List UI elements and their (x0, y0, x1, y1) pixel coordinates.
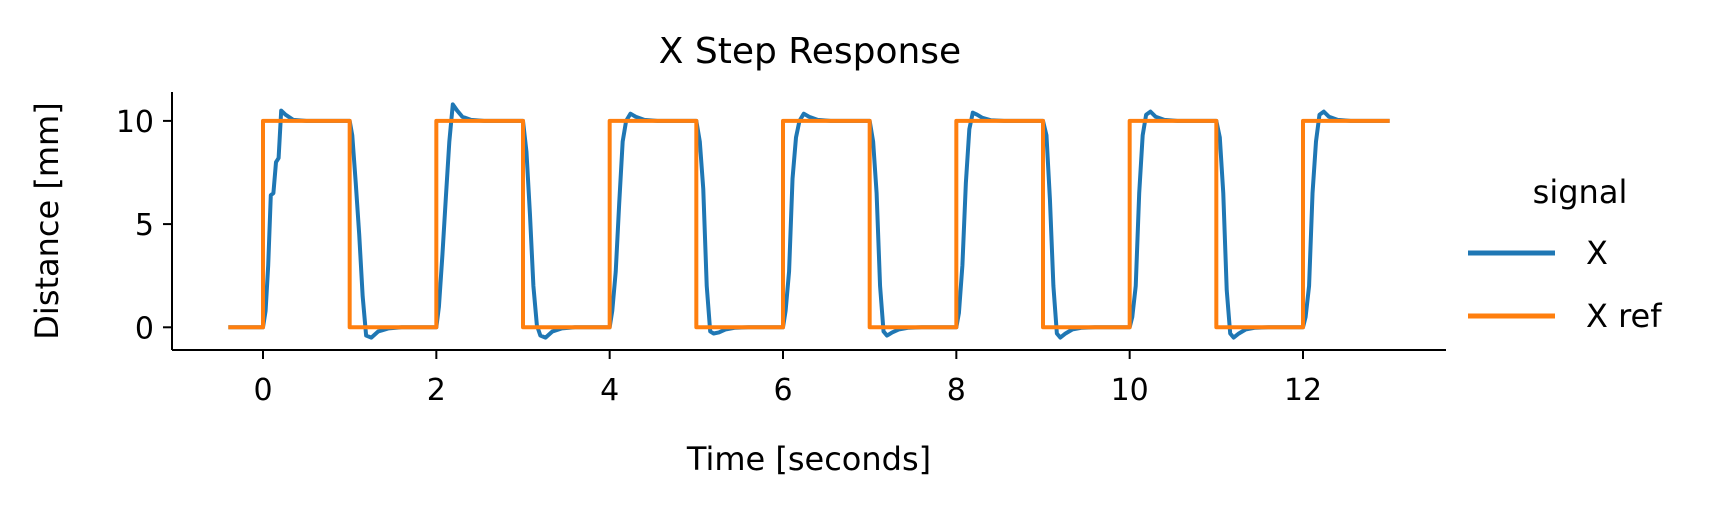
legend-label-x: X (1586, 234, 1608, 272)
x-tick-label: 0 (253, 373, 272, 408)
x-tick-label: 8 (947, 373, 966, 408)
x-axis-label: Time [seconds] (686, 440, 931, 478)
x-ticks: 0 2 4 6 8 10 12 (253, 350, 1322, 408)
x-tick-label: 10 (1111, 373, 1149, 408)
x-tick-label: 6 (773, 373, 792, 408)
legend: signal X X ref (1468, 173, 1662, 335)
y-tick-label: 0 (135, 311, 154, 346)
series-line-x-ref (228, 118, 1390, 330)
plot-area (228, 102, 1390, 340)
x-tick-label: 12 (1284, 373, 1322, 408)
y-axis-label: Distance [mm] (28, 102, 66, 339)
y-ticks: 0 5 10 (116, 105, 172, 346)
y-tick-label: 10 (116, 105, 154, 140)
legend-label-x-ref: X ref (1586, 297, 1662, 335)
x-tick-label: 2 (427, 373, 446, 408)
legend-title: signal (1533, 173, 1628, 211)
chart-title: X Step Response (659, 31, 961, 72)
x-tick-label: 4 (600, 373, 619, 408)
y-tick-label: 5 (135, 208, 154, 243)
